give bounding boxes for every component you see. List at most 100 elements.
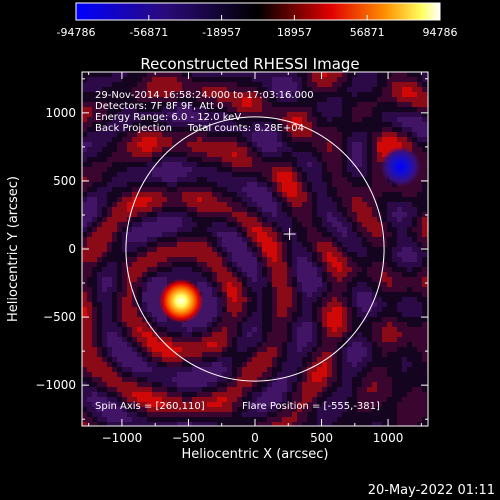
image-pixel bbox=[397, 357, 402, 362]
image-pixel bbox=[267, 272, 272, 277]
image-pixel bbox=[172, 382, 177, 387]
image-pixel bbox=[257, 267, 262, 272]
image-pixel bbox=[287, 212, 292, 217]
image-pixel bbox=[282, 152, 287, 157]
image-pixel bbox=[212, 137, 217, 142]
image-pixel bbox=[157, 82, 162, 87]
image-pixel bbox=[342, 222, 347, 227]
image-pixel bbox=[307, 267, 312, 272]
image-pixel bbox=[292, 127, 297, 132]
image-pixel bbox=[257, 197, 262, 202]
image-pixel bbox=[82, 307, 87, 312]
image-pixel bbox=[212, 127, 217, 132]
image-pixel bbox=[267, 147, 272, 152]
image-pixel bbox=[257, 322, 262, 327]
image-pixel bbox=[222, 397, 227, 402]
image-pixel bbox=[237, 347, 242, 352]
image-pixel bbox=[417, 392, 422, 397]
image-pixel bbox=[147, 102, 152, 107]
image-pixel bbox=[322, 122, 327, 127]
image-pixel bbox=[202, 212, 207, 217]
image-pixel bbox=[142, 127, 147, 132]
image-pixel bbox=[247, 222, 252, 227]
image-pixel bbox=[342, 247, 347, 252]
image-pixel bbox=[352, 222, 357, 227]
image-pixel bbox=[252, 302, 257, 307]
image-pixel bbox=[357, 237, 362, 242]
image-pixel bbox=[92, 137, 97, 142]
image-pixel bbox=[132, 362, 137, 367]
image-pixel bbox=[232, 212, 237, 217]
image-pixel bbox=[267, 167, 272, 172]
image-pixel bbox=[237, 257, 242, 262]
image-pixel bbox=[107, 352, 112, 357]
image-pixel bbox=[422, 237, 427, 242]
image-pixel bbox=[317, 187, 322, 192]
image-pixel bbox=[127, 157, 132, 162]
image-pixel bbox=[387, 267, 392, 272]
image-pixel bbox=[217, 377, 222, 382]
image-pixel bbox=[277, 397, 282, 402]
image-pixel bbox=[407, 222, 412, 227]
image-pixel bbox=[142, 122, 147, 127]
image-pixel bbox=[267, 157, 272, 162]
image-pixel bbox=[337, 382, 342, 387]
image-pixel bbox=[362, 122, 367, 127]
image-pixel bbox=[172, 202, 177, 207]
image-pixel bbox=[372, 307, 377, 312]
image-pixel bbox=[287, 242, 292, 247]
image-pixel bbox=[112, 167, 117, 172]
image-pixel bbox=[237, 207, 242, 212]
image-pixel bbox=[82, 92, 87, 97]
image-pixel bbox=[237, 387, 242, 392]
image-pixel bbox=[252, 92, 257, 97]
image-pixel bbox=[342, 347, 347, 352]
image-pixel bbox=[287, 257, 292, 262]
image-pixel bbox=[117, 202, 122, 207]
image-pixel bbox=[277, 227, 282, 232]
image-pixel bbox=[92, 117, 97, 122]
image-pixel bbox=[417, 272, 422, 277]
image-pixel bbox=[137, 287, 142, 292]
image-pixel bbox=[117, 167, 122, 172]
image-pixel bbox=[412, 382, 417, 387]
image-pixel bbox=[257, 87, 262, 92]
image-pixel bbox=[137, 197, 142, 202]
image-pixel bbox=[177, 227, 182, 232]
image-pixel bbox=[252, 82, 257, 87]
image-pixel bbox=[292, 422, 297, 426]
image-pixel bbox=[212, 87, 217, 92]
image-pixel bbox=[92, 402, 97, 407]
image-pixel bbox=[277, 82, 282, 87]
image-pixel bbox=[137, 232, 142, 237]
image-pixel bbox=[287, 157, 292, 162]
image-pixel bbox=[162, 102, 167, 107]
image-pixel bbox=[92, 187, 97, 192]
image-pixel bbox=[92, 387, 97, 392]
image-pixel bbox=[397, 287, 402, 292]
image-pixel bbox=[392, 347, 397, 352]
image-pixel bbox=[112, 292, 117, 297]
image-pixel bbox=[317, 207, 322, 212]
image-pixel bbox=[307, 187, 312, 192]
image-pixel bbox=[207, 377, 212, 382]
image-pixel bbox=[337, 297, 342, 302]
image-pixel bbox=[232, 352, 237, 357]
image-pixel bbox=[87, 152, 92, 157]
image-pixel bbox=[117, 267, 122, 272]
image-pixel bbox=[92, 392, 97, 397]
image-pixel bbox=[107, 222, 112, 227]
image-pixel bbox=[167, 202, 172, 207]
image-pixel bbox=[227, 132, 232, 137]
image-pixel bbox=[392, 107, 397, 112]
image-pixel bbox=[122, 117, 127, 122]
image-pixel bbox=[312, 337, 317, 342]
image-pixel bbox=[162, 77, 167, 82]
image-pixel bbox=[237, 317, 242, 322]
image-pixel bbox=[367, 192, 372, 197]
image-pixel bbox=[157, 282, 162, 287]
image-pixel bbox=[372, 317, 377, 322]
image-pixel bbox=[152, 247, 157, 252]
image-pixel bbox=[197, 162, 202, 167]
image-pixel bbox=[152, 327, 157, 332]
